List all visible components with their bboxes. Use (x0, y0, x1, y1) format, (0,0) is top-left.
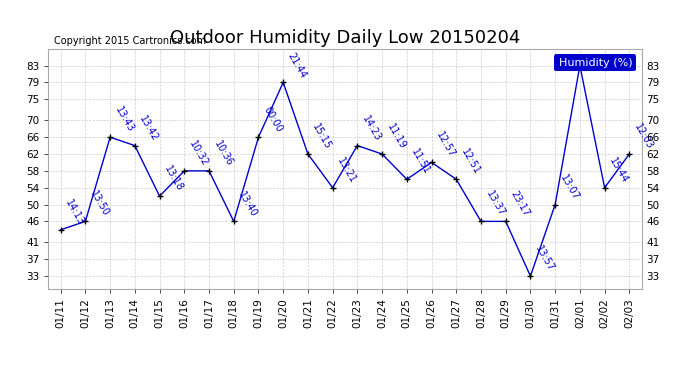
Text: 21:44: 21:44 (286, 51, 308, 80)
Text: 11:19: 11:19 (385, 122, 407, 151)
Text: 11:51: 11:51 (410, 147, 432, 177)
Text: 15:15: 15:15 (310, 122, 333, 151)
Text: 00:00: 00:00 (262, 105, 284, 134)
Text: 12:03: 12:03 (632, 122, 655, 151)
Text: 13:37: 13:37 (484, 189, 506, 219)
Text: 13:40: 13:40 (237, 190, 259, 219)
Text: 10:32: 10:32 (187, 139, 210, 168)
Text: 13:07: 13:07 (558, 172, 580, 202)
Text: Copyright 2015 Cartronics.com: Copyright 2015 Cartronics.com (55, 36, 206, 46)
Text: 13:57: 13:57 (533, 244, 556, 273)
Text: 12:51: 12:51 (459, 147, 482, 177)
Text: 23:17: 23:17 (509, 189, 531, 219)
Text: 12:57: 12:57 (434, 130, 457, 160)
Text: 15:44: 15:44 (607, 156, 630, 185)
Text: 13:50: 13:50 (88, 189, 111, 219)
Text: 14:13: 14:13 (63, 198, 86, 227)
Text: 13:42: 13:42 (137, 114, 160, 143)
Legend: Humidity (%): Humidity (%) (553, 54, 636, 71)
Text: 13:43: 13:43 (113, 105, 135, 134)
Text: 13:18: 13:18 (162, 164, 185, 194)
Title: Outdoor Humidity Daily Low 20150204: Outdoor Humidity Daily Low 20150204 (170, 29, 520, 47)
Text: 13:21: 13:21 (335, 156, 358, 185)
Text: 14:23: 14:23 (360, 114, 383, 143)
Text: 10:36: 10:36 (212, 139, 235, 168)
